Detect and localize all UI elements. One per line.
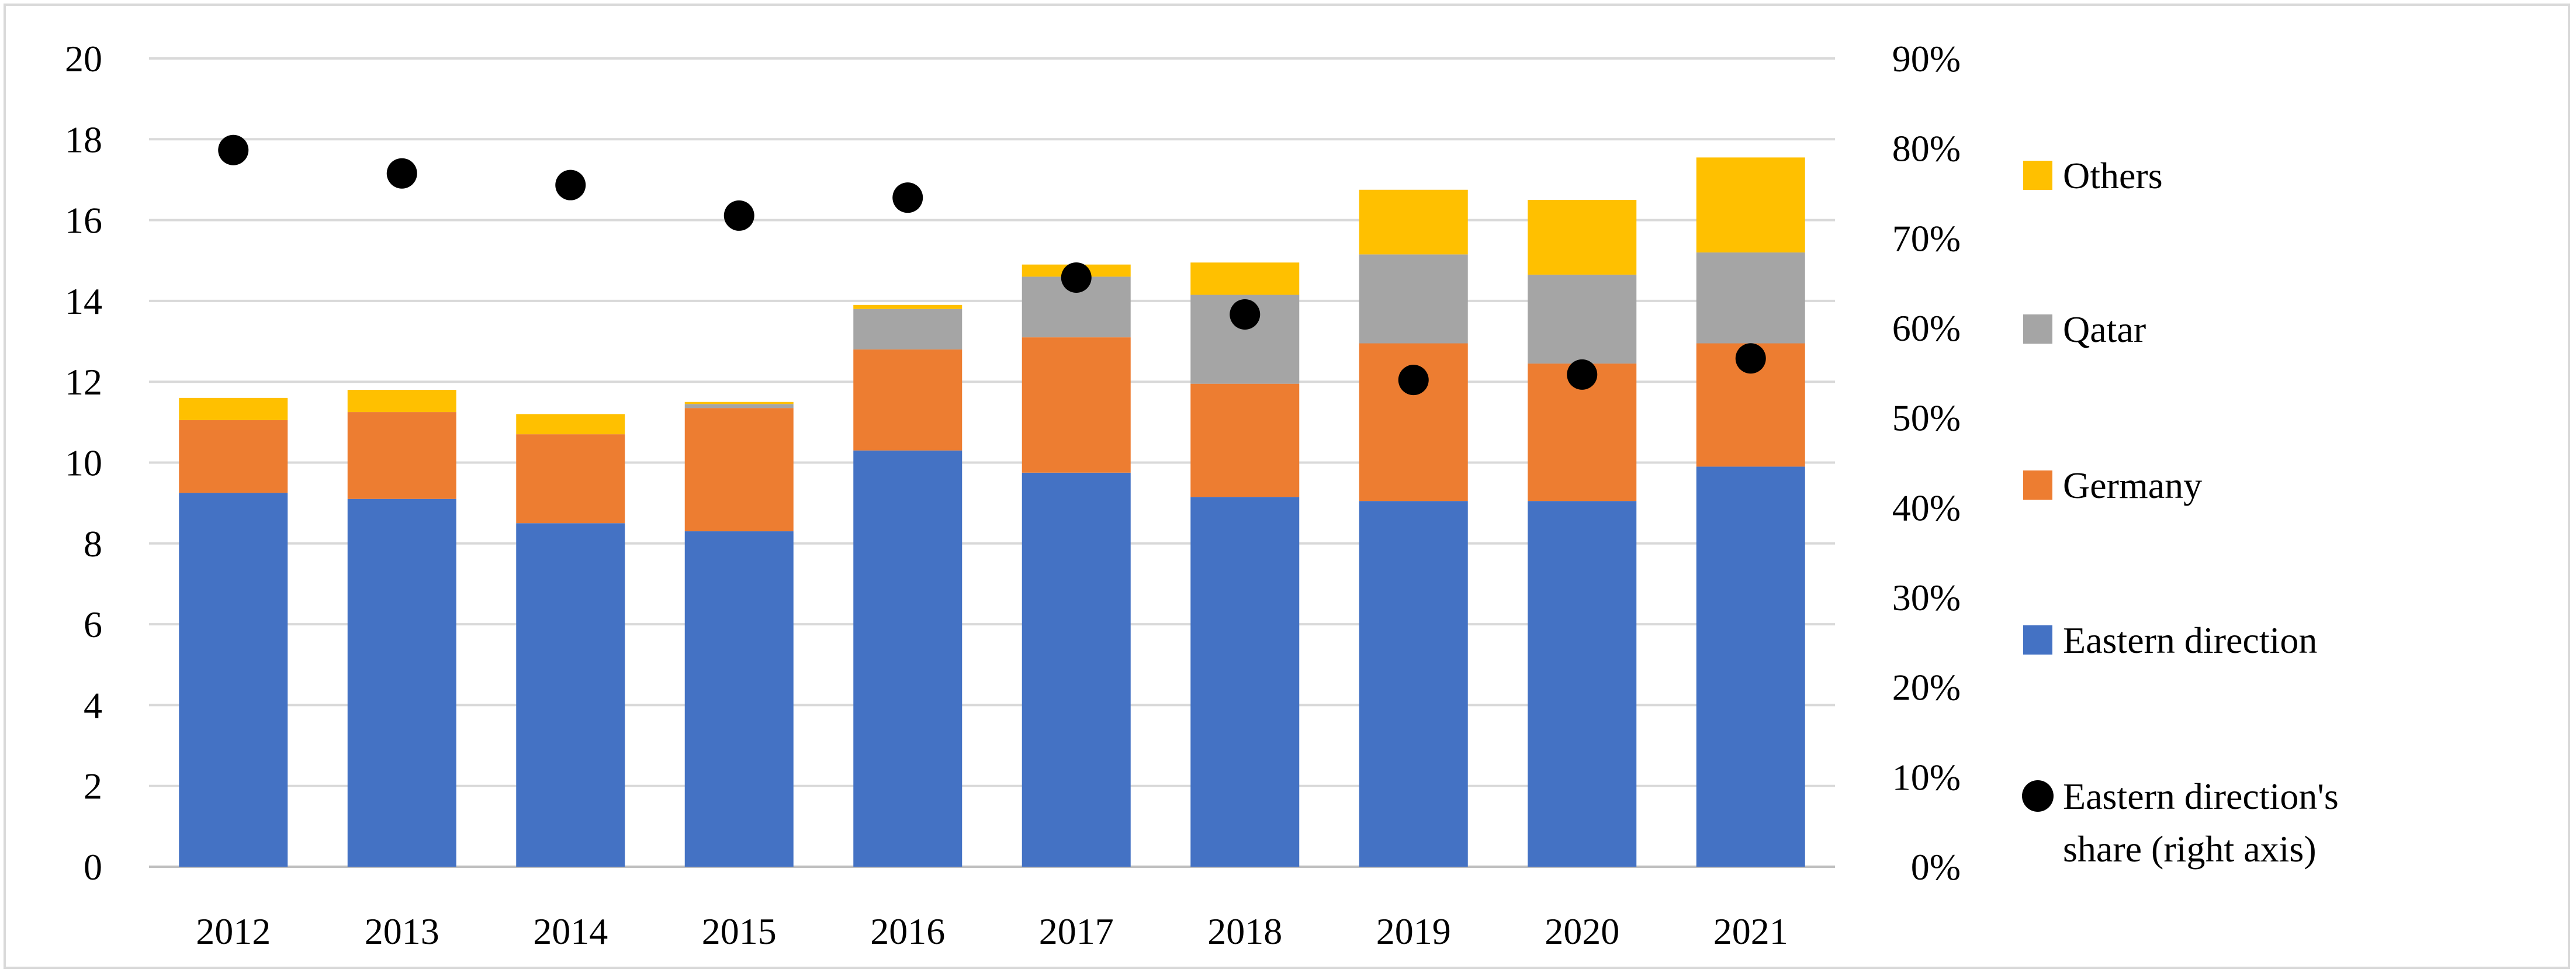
bar-eastern-direction (179, 493, 288, 867)
x-tick-label: 2017 (1039, 911, 1114, 952)
legend-dot-icon (2022, 780, 2054, 812)
share-point (1230, 299, 1261, 330)
bar-eastern-direction (347, 499, 456, 867)
legend-label: Germany (2063, 465, 2202, 506)
legend: Others Qatar Germany Eastern direction Easte… (2022, 155, 2339, 870)
y2-tick-label: 70% (1892, 217, 1961, 259)
y-tick-label: 12 (65, 361, 102, 403)
x-tick-label: 2014 (533, 911, 608, 952)
bar-others (1528, 200, 1637, 275)
bar-others (347, 390, 456, 413)
bar-eastern-direction (1190, 497, 1300, 867)
y2-tick-label: 80% (1892, 128, 1961, 169)
y-tick-label: 20 (65, 38, 102, 79)
x-tick-label: 2021 (1713, 911, 1788, 952)
legend-label-line2: share (right axis) (2063, 828, 2317, 870)
bar-others (179, 397, 288, 420)
x-tick-label: 2012 (196, 911, 271, 952)
bar-eastern-direction (516, 523, 625, 867)
y-tick-label: 16 (65, 200, 102, 241)
y-tick-label: 2 (84, 766, 102, 807)
legend-label: Eastern direction's (2063, 776, 2339, 817)
right-axis-ticks: 0% 10% 20% 30% 40% 50% 60% 70% 80% 90% (1892, 38, 1961, 888)
x-tick-label: 2019 (1376, 911, 1451, 952)
y2-tick-label: 90% (1892, 38, 1961, 79)
y-tick-label: 4 (84, 684, 102, 726)
bar-eastern-direction (1696, 466, 1805, 867)
bar-eastern-direction (1022, 472, 1131, 867)
y-tick-label: 0 (84, 846, 102, 888)
y-tick-label: 14 (65, 281, 102, 322)
y-tick-label: 18 (65, 119, 102, 160)
bar-others (684, 402, 794, 404)
bar-qatar (853, 309, 962, 349)
bar-qatar (684, 404, 794, 409)
bar-eastern-direction (1528, 501, 1637, 867)
legend-swatch (2023, 314, 2052, 344)
y2-tick-label: 50% (1892, 397, 1961, 439)
bars (179, 157, 1805, 867)
y2-tick-label: 0% (1911, 846, 1961, 888)
share-point (1567, 359, 1598, 390)
share-point (1398, 365, 1429, 396)
bar-qatar (1696, 252, 1805, 344)
share-point (1735, 343, 1766, 374)
y-tick-label: 10 (65, 442, 102, 484)
y2-tick-label: 40% (1892, 487, 1961, 528)
legend-swatch (2023, 625, 2052, 655)
share-points (218, 134, 1766, 396)
bar-germany (1022, 337, 1131, 473)
bar-germany (516, 434, 625, 524)
x-tick-label: 2020 (1545, 911, 1619, 952)
y2-tick-label: 60% (1892, 307, 1961, 349)
bar-germany (853, 349, 962, 451)
share-point (386, 158, 417, 189)
x-tick-label: 2015 (702, 911, 777, 952)
bar-germany (684, 408, 794, 532)
share-point (723, 200, 754, 231)
bar-others (516, 414, 625, 435)
bar-others (1190, 262, 1300, 295)
y2-tick-label: 10% (1892, 756, 1961, 798)
share-point (892, 182, 923, 213)
y-tick-label: 8 (84, 523, 102, 565)
y2-tick-label: 20% (1892, 667, 1961, 708)
bar-germany (179, 420, 288, 493)
y-tick-label: 6 (84, 604, 102, 645)
left-axis-ticks: 0 2 4 6 8 10 12 14 16 18 20 (65, 38, 102, 888)
legend-swatch (2023, 161, 2052, 190)
legend-label: Others (2063, 155, 2163, 196)
bar-others (1696, 157, 1805, 252)
bar-others (853, 304, 962, 309)
bar-qatar (1359, 254, 1468, 344)
bar-others (1359, 189, 1468, 255)
bar-qatar (1528, 274, 1637, 364)
x-tick-label: 2013 (365, 911, 439, 952)
bar-germany (347, 412, 456, 499)
bar-eastern-direction (1359, 501, 1468, 867)
share-point (218, 134, 249, 165)
bar-eastern-direction (853, 450, 962, 867)
legend-swatch (2023, 470, 2052, 500)
legend-label: Qatar (2063, 309, 2146, 350)
share-point (555, 169, 586, 200)
y2-tick-label: 30% (1892, 577, 1961, 618)
bar-eastern-direction (684, 531, 794, 867)
x-axis-ticks: 2012 2013 2014 2015 2016 2017 2018 2019 2020 2021 (196, 911, 1788, 952)
x-tick-label: 2016 (870, 911, 945, 952)
share-point (1061, 262, 1092, 293)
legend-label: Eastern direction (2063, 619, 2317, 661)
x-tick-label: 2018 (1207, 911, 1282, 952)
bar-germany (1190, 383, 1300, 497)
